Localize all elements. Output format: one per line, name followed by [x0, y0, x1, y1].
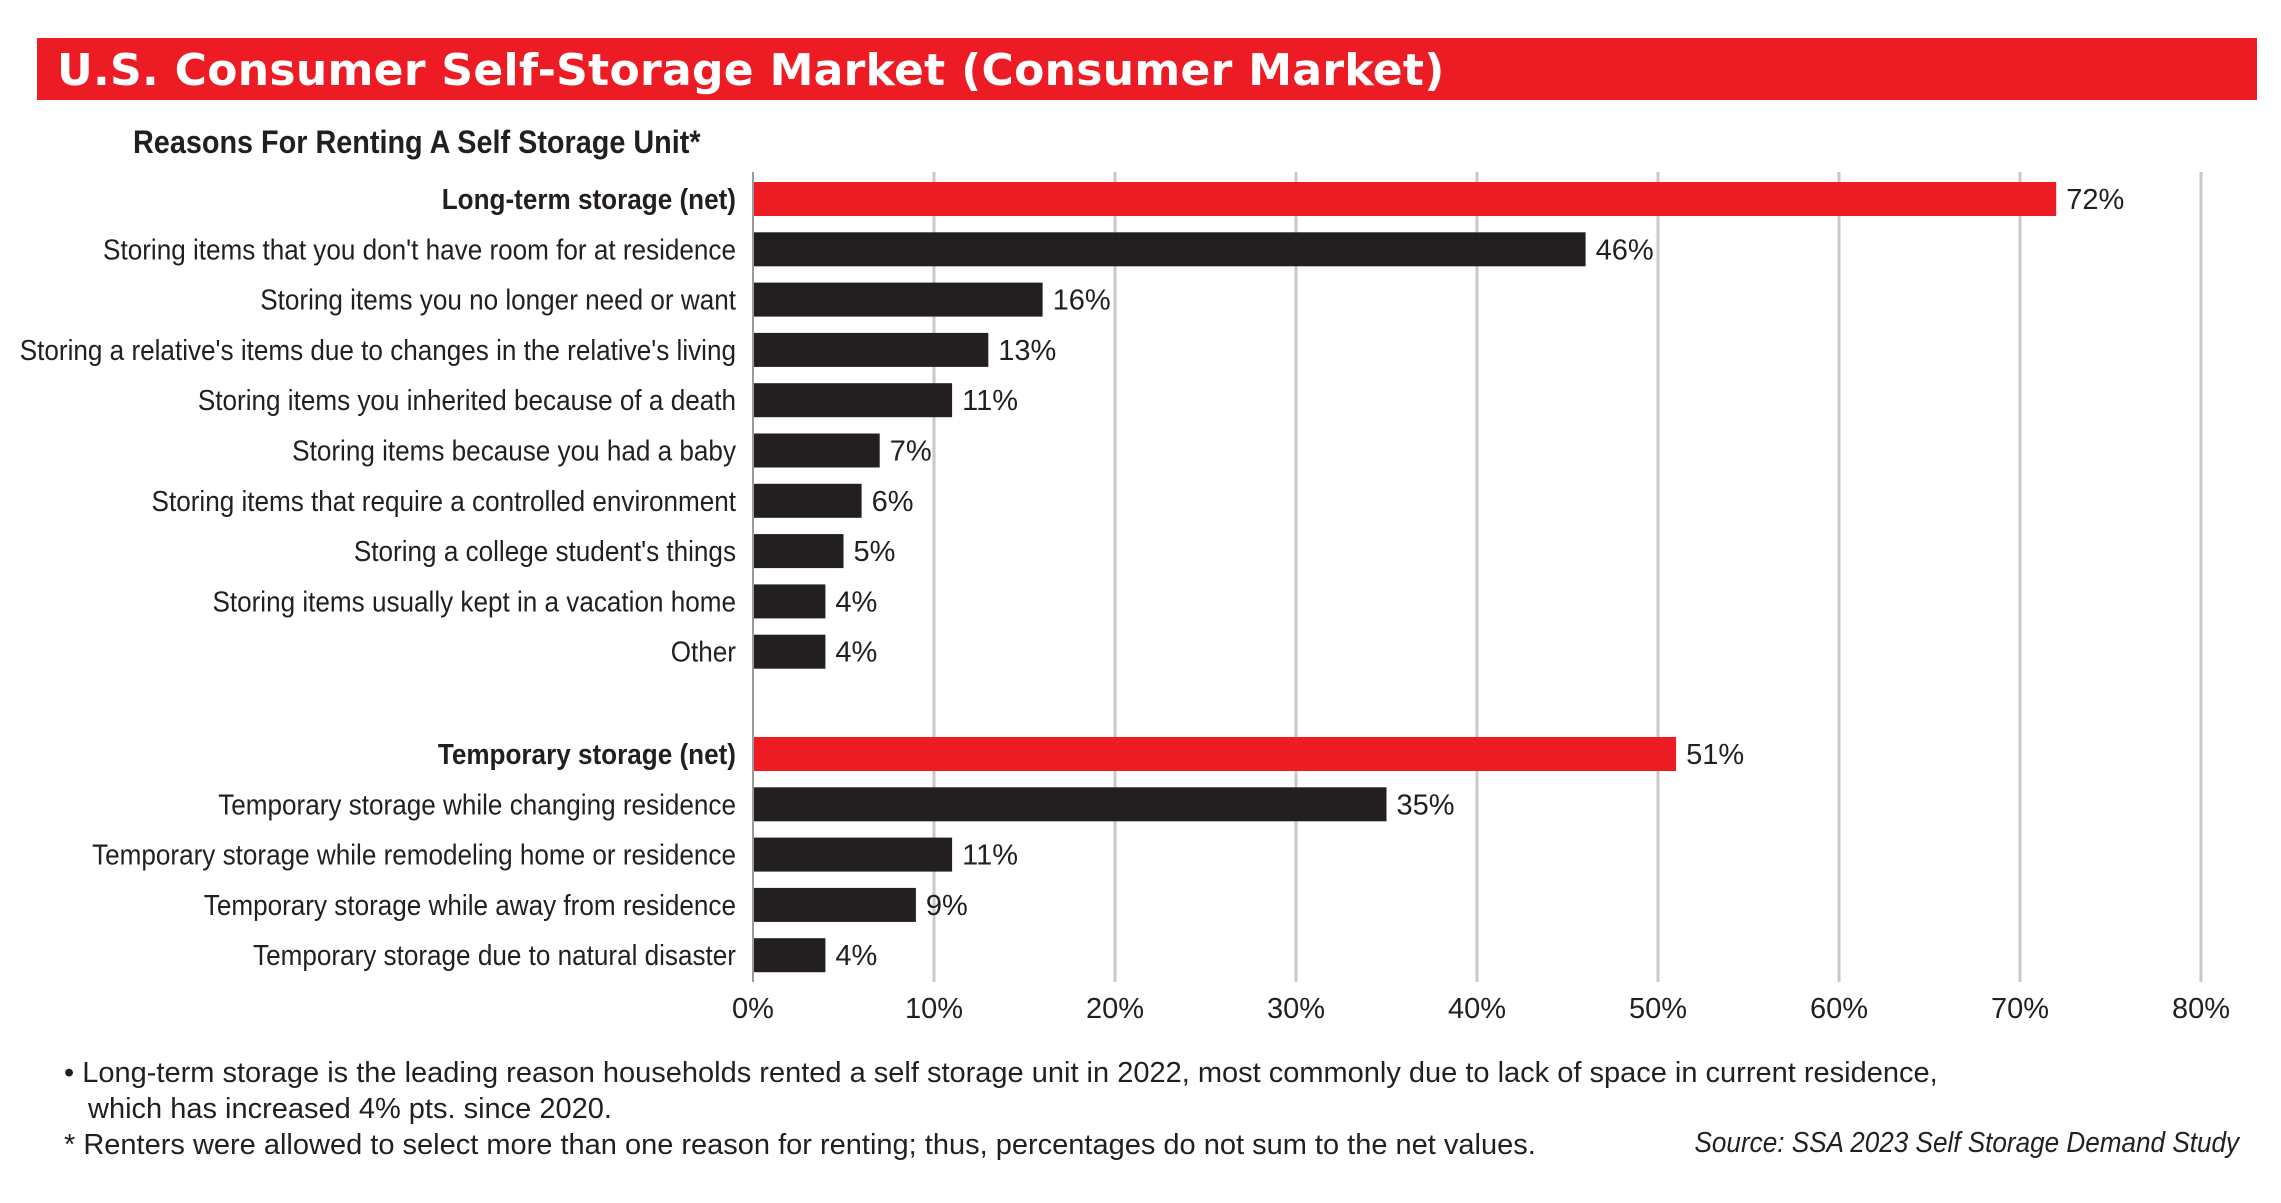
category-label: Long-term storage (net): [442, 183, 736, 216]
x-tick-label: 20%: [1086, 993, 1144, 1025]
bar: [753, 584, 826, 619]
data-label: 6%: [872, 486, 914, 518]
bar: [753, 332, 989, 367]
category-label: Storing a college student's things: [354, 535, 736, 568]
bar: [753, 483, 862, 518]
page-title: U.S. Consumer Self-Storage Market (Consu…: [57, 45, 1445, 96]
data-label: 4%: [835, 940, 877, 972]
data-label: 7%: [890, 436, 932, 468]
data-label: 72%: [2066, 184, 2124, 216]
data-label: 46%: [1596, 234, 1654, 266]
bar: [753, 887, 916, 922]
x-tick-label: 0%: [732, 993, 774, 1025]
data-label: 5%: [854, 536, 896, 568]
data-label: 9%: [926, 890, 968, 922]
category-label: Temporary storage (net): [438, 738, 736, 771]
category-label: Storing items you inherited because of a…: [198, 384, 736, 417]
net-bar: [753, 182, 2057, 216]
category-label: Storing items that require a controlled …: [152, 485, 737, 518]
net-bar: [753, 737, 1677, 771]
x-tick-label: 40%: [1448, 993, 1506, 1025]
bar: [753, 634, 826, 669]
data-label: 4%: [835, 586, 877, 618]
category-label: Storing items because you had a baby: [292, 434, 736, 467]
data-label: 11%: [962, 840, 1018, 872]
category-label: Storing a relative's items due to change…: [20, 334, 736, 367]
category-label: Storing items usually kept in a vacation…: [212, 585, 736, 618]
x-tick-label: 60%: [1810, 993, 1868, 1025]
bar-chart: 0% 10% 20% 30% 40% 50% 60% 70% 80% Long-term stor…: [20, 172, 2230, 1025]
category-label: Storing items you no longer need or want: [260, 283, 736, 316]
data-label: 11%: [962, 385, 1018, 417]
category-label: Other: [671, 635, 736, 668]
data-label: 16%: [1053, 285, 1111, 317]
category-label: Temporary storage due to natural disaste…: [253, 939, 736, 972]
bar: [753, 787, 1387, 822]
x-tick-label: 70%: [1991, 993, 2049, 1025]
category-label: Temporary storage while remodeling home …: [92, 838, 736, 871]
x-tick-label: 10%: [905, 993, 963, 1025]
bar: [753, 232, 1586, 267]
category-label: Temporary storage while away from reside…: [204, 889, 736, 922]
note-bullet-line2: which has increased 4% pts. since 2020.: [88, 1093, 612, 1125]
x-tick-label: 80%: [2172, 993, 2230, 1025]
x-tick-label: 30%: [1267, 993, 1325, 1025]
bar: [753, 383, 953, 418]
data-label: 35%: [1397, 789, 1455, 821]
title-banner: U.S. Consumer Self-Storage Market (Consu…: [37, 38, 2257, 100]
notes: • Long-term storage is the leading reaso…: [64, 1055, 1938, 1163]
bar: [753, 282, 1043, 317]
bar: [753, 938, 826, 973]
bar: [753, 433, 880, 468]
note-footnote: * Renters were allowed to select more th…: [64, 1129, 1536, 1161]
chart-title: Reasons For Renting A Self Storage Unit*: [133, 124, 701, 160]
category-label: Storing items that you don't have room f…: [103, 233, 736, 266]
bar: [753, 837, 953, 872]
x-tick-label: 50%: [1629, 993, 1687, 1025]
category-label: Temporary storage while changing residen…: [218, 788, 736, 821]
source-note: Source: SSA 2023 Self Storage Demand Stu…: [1694, 1127, 2239, 1159]
data-label: 51%: [1686, 739, 1744, 771]
bar: [753, 534, 844, 569]
data-label: 4%: [835, 637, 877, 669]
note-bullet-line1: • Long-term storage is the leading reaso…: [64, 1057, 1938, 1089]
data-label: 13%: [998, 335, 1056, 367]
